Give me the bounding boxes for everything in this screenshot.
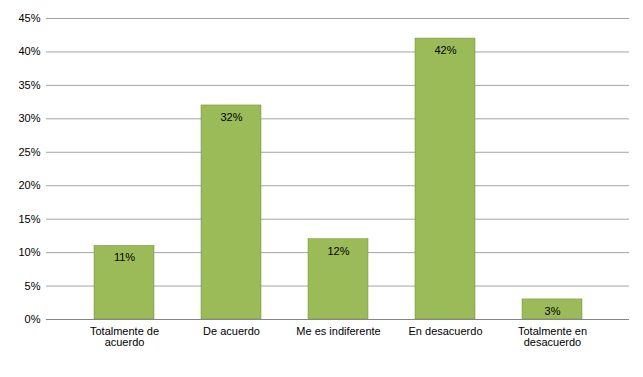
svg-text:12%: 12% [327, 245, 349, 257]
svg-text:De acuerdo: De acuerdo [203, 325, 260, 337]
svg-text:Totalmente endesacuerdo: Totalmente endesacuerdo [518, 325, 587, 348]
svg-text:25%: 25% [18, 146, 40, 158]
svg-text:Me es indiferente: Me es indiferente [296, 325, 380, 337]
svg-text:32%: 32% [220, 111, 242, 123]
svg-text:10%: 10% [18, 246, 40, 258]
svg-text:15%: 15% [18, 213, 40, 225]
svg-text:11%: 11% [114, 251, 135, 263]
svg-text:5%: 5% [25, 280, 41, 292]
svg-text:42%: 42% [434, 44, 456, 56]
svg-text:0%: 0% [25, 313, 41, 325]
svg-text:En desacuerdo: En desacuerdo [409, 325, 483, 337]
svg-text:35%: 35% [18, 79, 40, 91]
svg-text:20%: 20% [18, 179, 40, 191]
svg-text:30%: 30% [18, 112, 40, 124]
svg-text:45%: 45% [18, 12, 40, 24]
svg-text:Totalmente deacuerdo: Totalmente deacuerdo [90, 325, 159, 348]
svg-text:40%: 40% [18, 45, 40, 57]
svg-text:3%: 3% [545, 305, 561, 317]
